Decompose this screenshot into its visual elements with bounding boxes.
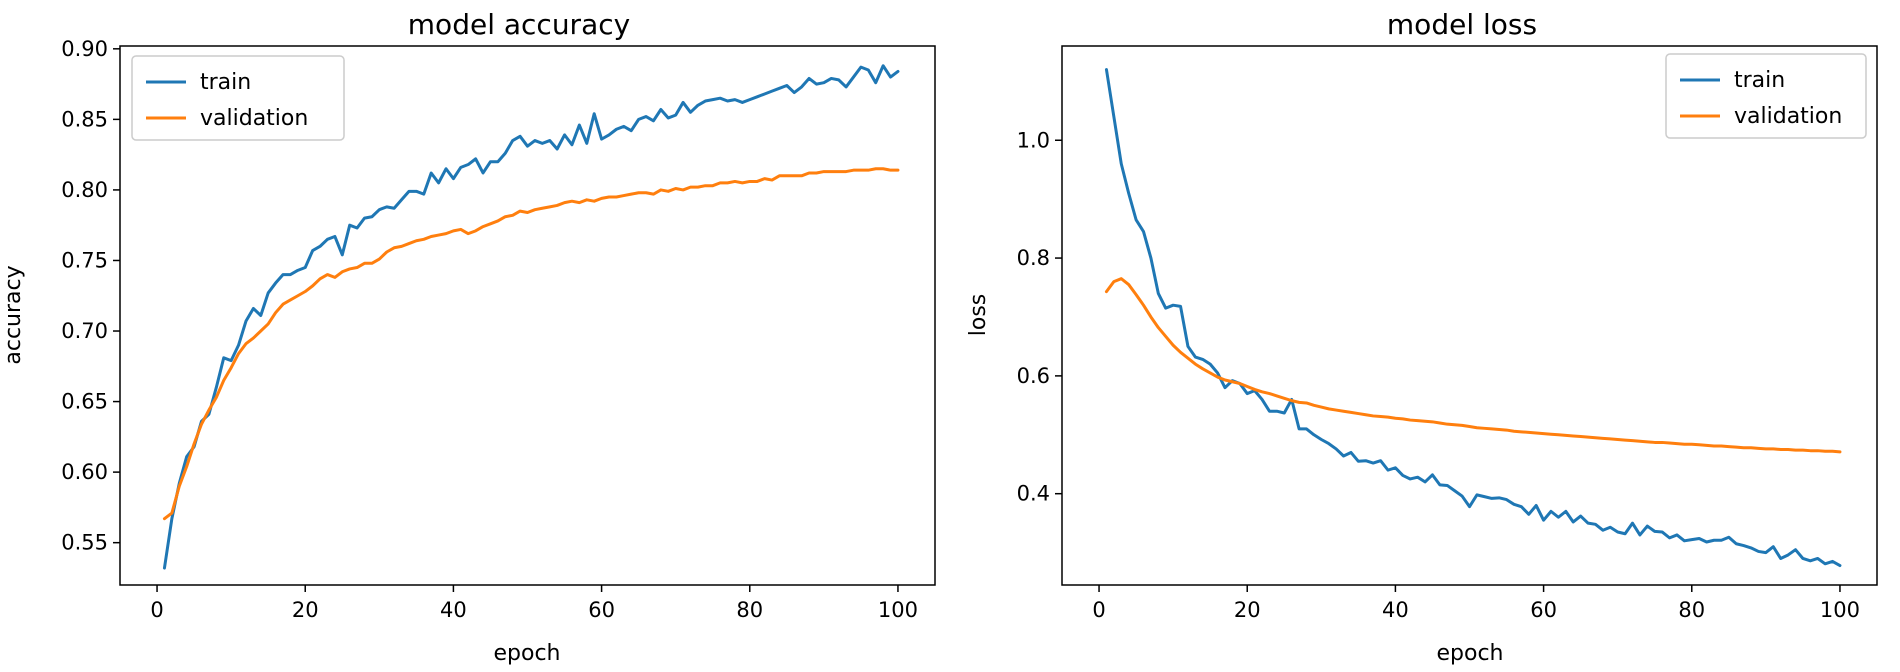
series-line-validation [162,167,900,521]
series-line-train [162,64,900,570]
y-tick-label: 0.80 [61,178,108,202]
x-tick-label: 80 [1678,598,1705,622]
y-axis-label: loss [966,294,991,337]
legend: train validation [131,55,345,141]
y-axis-label: accuracy [1,265,26,364]
x-tick-label: 80 [736,598,763,622]
y-tick-label: 1.0 [1017,128,1050,152]
x-tick-label: 60 [588,598,615,622]
series-layer [162,64,900,570]
x-ticks: 0 20 40 60 80 100 [1092,585,1860,622]
x-tick-label: 100 [878,598,918,622]
legend-label-train: train [200,70,251,95]
x-axis-label: epoch [494,641,561,666]
y-tick-label: 0.70 [61,319,108,343]
x-tick-label: 0 [150,598,163,622]
legend-label-validation: validation [200,106,308,131]
y-tick-label: 0.6 [1017,364,1050,388]
y-ticks: 0.4 0.6 0.8 1.0 [1017,128,1062,506]
y-tick-label: 0.8 [1017,246,1050,270]
x-axis-label: epoch [1437,641,1504,666]
series-line-train [1104,68,1842,568]
x-tick-label: 60 [1530,598,1557,622]
chart-title: model loss [1387,8,1537,41]
plot-frame [119,45,936,586]
x-ticks: 0 20 40 60 80 100 [150,585,918,622]
plot-frame [1061,45,1878,586]
y-tick-label: 0.75 [61,248,108,272]
legend: train validation [1665,53,1867,139]
y-tick-label: 0.60 [61,460,108,484]
y-tick-label: 0.85 [61,107,108,131]
loss-chart: model loss 0 20 40 60 80 100 0.4 0.6 0.8 1.0 epo… [966,8,1878,666]
y-tick-label: 0.90 [61,37,108,61]
y-tick-label: 0.65 [61,390,108,414]
chart-title: model accuracy [408,8,630,41]
legend-label-validation: validation [1734,104,1842,129]
series-line-validation [1104,277,1842,454]
x-tick-label: 100 [1820,598,1860,622]
x-tick-label: 40 [440,598,467,622]
legend-label-train: train [1734,68,1785,93]
y-tick-label: 0.4 [1017,482,1050,506]
y-tick-label: 0.55 [61,531,108,555]
x-tick-label: 20 [1234,598,1261,622]
accuracy-chart: model accuracy 0 20 40 60 80 100 0.55 0.60 0.65… [1,8,936,666]
x-tick-label: 40 [1382,598,1409,622]
y-ticks: 0.55 0.60 0.65 0.70 0.75 0.80 0.85 0.90 [61,37,120,555]
series-layer [1104,68,1842,568]
x-tick-label: 0 [1092,598,1105,622]
x-tick-label: 20 [292,598,319,622]
